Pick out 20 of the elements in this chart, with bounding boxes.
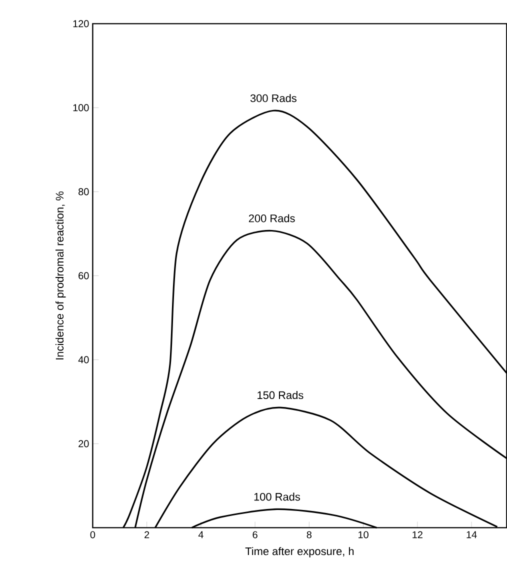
x-tick-label: 8 xyxy=(306,531,312,538)
x-tick-label: 2 xyxy=(144,531,150,538)
series-label: 100 Rads xyxy=(254,492,300,501)
y-tick-label: 80 xyxy=(78,188,89,196)
x-axis-title: Time after exposure, h xyxy=(245,547,354,558)
x-tick-label: 12 xyxy=(412,531,422,538)
y-tick-label: 20 xyxy=(78,440,89,448)
y-tick-label: 120 xyxy=(73,20,89,28)
x-tick-label: 10 xyxy=(358,531,368,538)
y-tick-label: 60 xyxy=(78,272,89,280)
series-label: 200 Rads xyxy=(248,214,295,222)
x-tick-label: 0 xyxy=(90,531,96,538)
x-tick-label: 4 xyxy=(198,531,204,538)
y-tick-label: 100 xyxy=(73,104,89,112)
x-tick-label: 14 xyxy=(466,531,477,538)
x-tick-label: 6 xyxy=(252,531,258,538)
y-tick-label: 40 xyxy=(78,356,89,364)
y-axis-title: Incidence of prodromal reaction, % xyxy=(56,191,66,360)
series-label: 150 Rads xyxy=(258,391,304,400)
series-label: 300 Rads xyxy=(250,94,296,102)
